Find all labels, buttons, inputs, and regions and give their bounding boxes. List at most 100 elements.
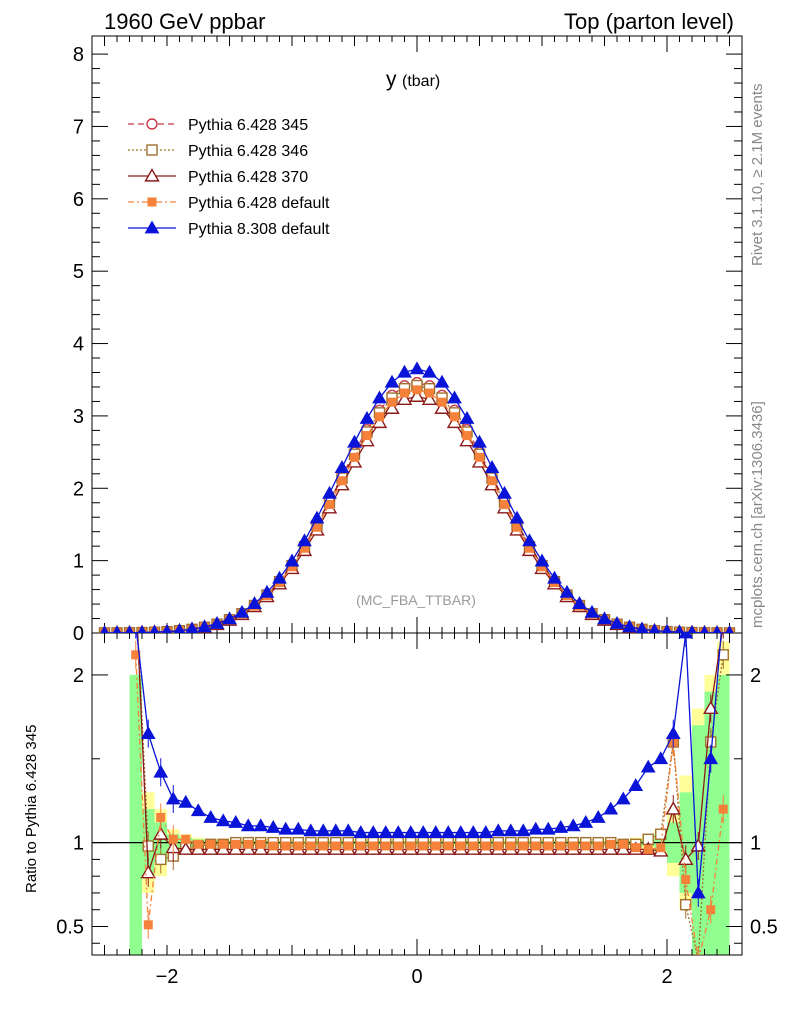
ratio-point [456,841,466,851]
data-point [534,553,550,567]
ratio-point [403,825,419,838]
ratio-point [717,601,730,612]
ratio-point [306,841,316,851]
ratio-point [381,841,391,851]
ratio-point [615,791,631,805]
data-point [125,625,134,633]
data-point [409,388,425,402]
data-point [497,485,512,499]
ratio-point [265,820,281,833]
ratio-y-tick-label-right: 2 [750,665,761,687]
ratio-point [481,841,491,851]
data-point [462,431,472,441]
legend-label: Pythia 6.428 346 [188,143,308,160]
ratio-point [365,825,381,838]
data-point [522,533,537,547]
ratio-point [353,825,369,838]
ratio-point [503,823,519,837]
data-point [259,584,275,598]
ratio-point [129,585,142,596]
ratio-point [640,759,656,773]
ratio-point [156,812,166,822]
data-point [622,619,637,633]
data-point [400,388,409,398]
ratio-point [428,825,444,838]
ratio-point [193,839,203,849]
data-point [173,623,186,633]
ratio-point [431,841,441,851]
ratio-series-group [129,585,730,955]
legend-marker [147,197,157,207]
x-tick-label: 0 [411,966,422,988]
data-point [584,604,600,618]
data-point [197,619,212,633]
ratio-point [631,843,641,853]
ratio-point [228,815,244,828]
data-point [161,624,173,633]
ratio-y-tick-label: 0.5 [56,916,84,938]
data-point [337,476,347,486]
data-point [472,434,487,448]
data-point [234,604,250,618]
ratio-point [290,821,306,835]
data-point [137,625,147,633]
y-tick-label: 6 [73,189,84,211]
data-point [437,397,447,407]
rivet-label: Rivet 3.1.10, ≥ 2.1M events [749,84,766,267]
data-point [396,391,413,406]
data-point [347,434,362,448]
ratio-point [256,839,266,849]
legend-marker [144,168,160,182]
ratio-point [190,803,206,817]
ratio-point [331,841,341,851]
ratio-point [603,801,619,815]
data-point [209,616,225,629]
data-point [297,533,312,547]
ratio-point [653,751,669,765]
y-tick-label: 5 [73,261,84,283]
ratio-point [343,841,353,851]
data-point [559,584,575,598]
ratio-y-tick-label-right: 1 [750,833,761,855]
data-point [725,625,734,633]
ratio-point [543,841,553,851]
ratio-point [706,905,716,915]
data-point [384,374,400,388]
ratio-point [340,823,356,837]
data-point [325,499,334,509]
ratio-panel-axes: −2 0 2 0.5 0.5 1 1 2 2 [56,632,778,988]
data-point [712,625,722,633]
ratio-point [531,841,541,851]
ratio-point [703,751,719,765]
ratio-point [165,791,181,805]
mcplots-label: mcplots.cern.ch [arXiv:1306.3436] [749,401,766,628]
data-point [284,553,300,567]
legend-marker [146,118,158,130]
legend-label: Pythia 6.428 default [188,195,330,212]
ratio-point [440,825,456,838]
ratio-point [628,778,644,791]
y-tick-label: 2 [73,478,84,500]
ratio-point [378,825,394,838]
data-point [222,611,237,625]
y-tick-label: 4 [73,334,84,356]
ratio-point [540,821,556,835]
ratio-point [593,841,603,851]
ratio-point [690,838,706,852]
ratio-point [368,841,378,851]
ratio-point [528,821,544,835]
ratio-point [240,818,256,832]
ratio-point [143,920,153,930]
ratio-point [618,839,628,849]
ratio-y-tick-label: 2 [73,665,84,687]
data-point [322,485,337,499]
y-tick-label: 7 [73,116,84,138]
ratio-point [581,841,591,851]
ratio-point [490,823,506,837]
data-point [149,624,160,633]
ratio-point [643,844,653,854]
data-point [475,452,484,462]
ratio-point [268,841,278,851]
ratio-point [142,840,154,852]
top-series-group [98,361,736,633]
